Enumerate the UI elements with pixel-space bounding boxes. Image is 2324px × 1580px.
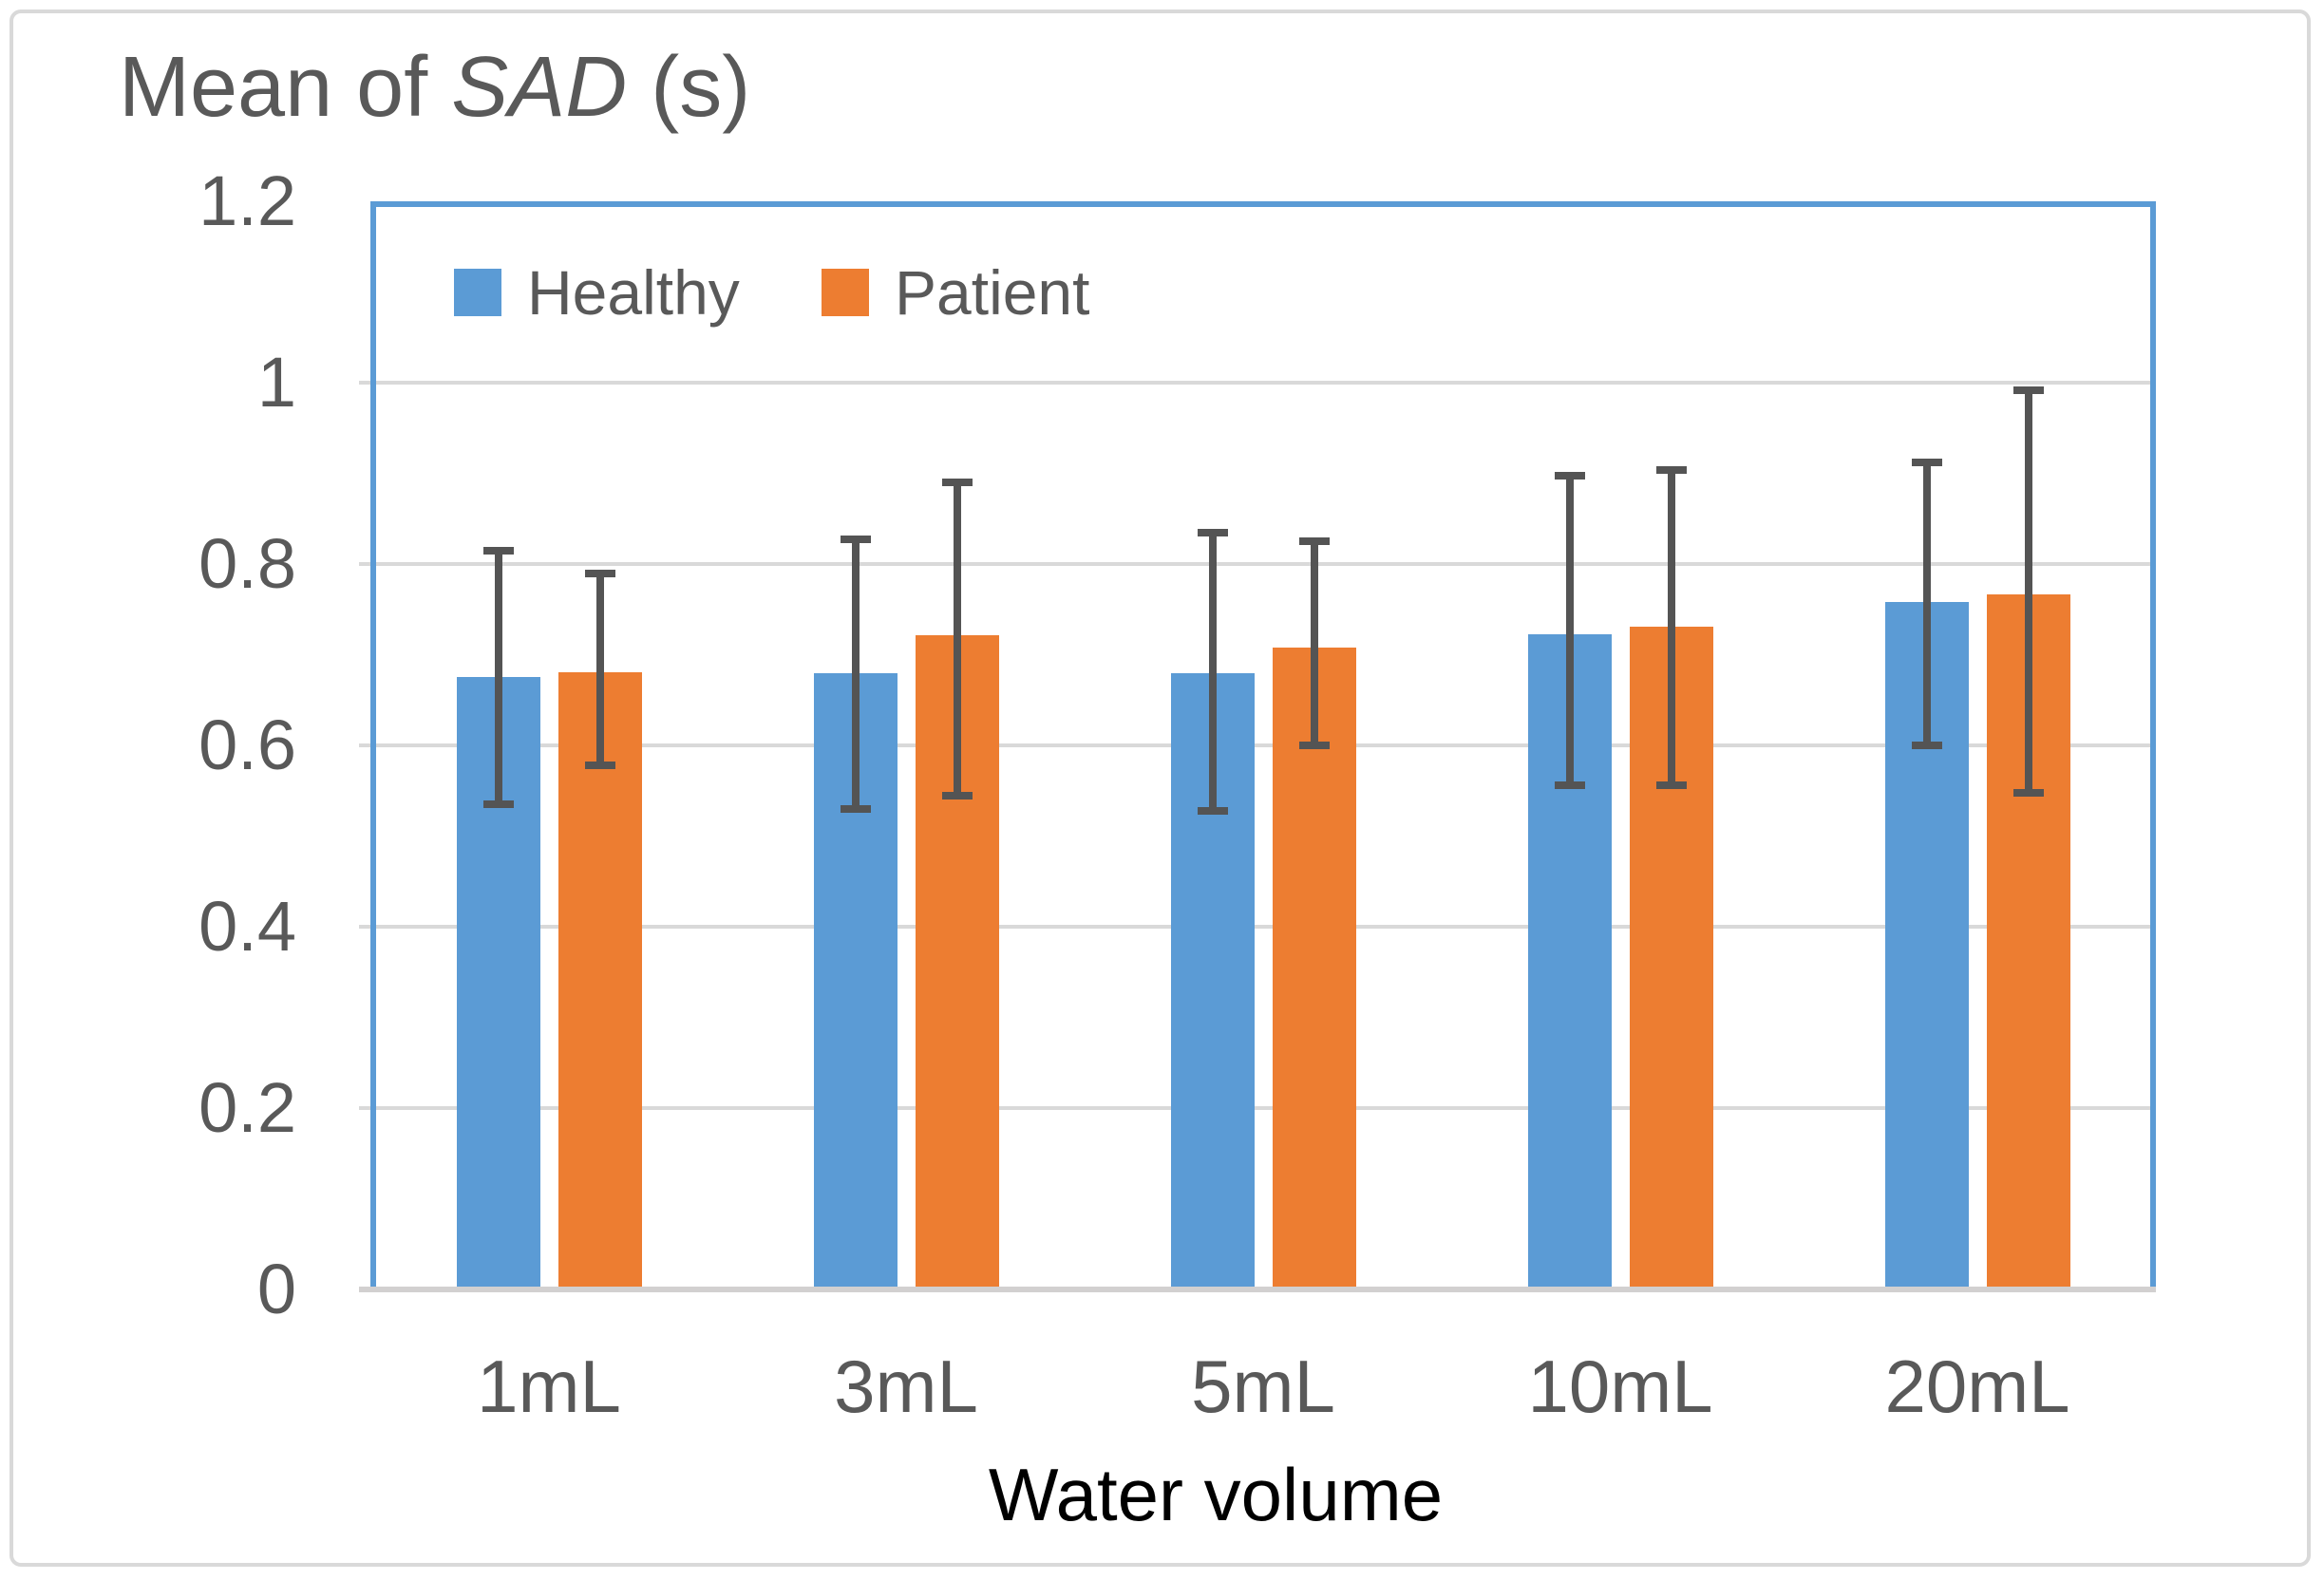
error-cap-bottom-healthy-20mL <box>1911 742 1942 749</box>
plot-area <box>359 201 2156 1292</box>
y-tick-1: 1 <box>256 343 296 422</box>
chart-title: Mean of SAD (s) <box>119 40 750 135</box>
legend-swatch-patient <box>822 269 869 316</box>
error-cap-bottom-patient-10mL <box>1655 781 1687 790</box>
legend-swatch-healthy <box>454 269 501 316</box>
gridline-1 <box>359 381 2156 385</box>
error-cap-bottom-patient-20mL <box>2012 788 2044 797</box>
legend-label-patient: Patient <box>895 257 1090 328</box>
chart-title-italic: SAD <box>451 40 628 135</box>
error-bar-patient-5mL <box>1310 541 1318 745</box>
gridline-0.2 <box>359 1106 2156 1110</box>
error-cap-top-patient-5mL <box>1298 537 1330 546</box>
error-bar-healthy-1mL <box>494 550 502 805</box>
y-tick-0.2: 0.2 <box>198 1068 296 1147</box>
x-tick-3mL: 3mL <box>834 1345 978 1428</box>
error-bar-healthy-20mL <box>1922 462 1931 745</box>
error-cap-top-healthy-10mL <box>1554 472 1585 480</box>
x-tick-10mL: 10mL <box>1527 1345 1713 1428</box>
error-bar-patient-20mL <box>2024 389 2032 793</box>
plot-border-right <box>2150 201 2156 1289</box>
x-axis-line <box>359 1287 2156 1292</box>
y-tick-0: 0 <box>256 1250 296 1328</box>
error-cap-bottom-healthy-10mL <box>1554 781 1585 790</box>
error-cap-bottom-patient-5mL <box>1298 742 1330 749</box>
y-tick-0.8: 0.8 <box>198 524 296 603</box>
error-cap-bottom-healthy-5mL <box>1197 806 1228 815</box>
error-bar-healthy-5mL <box>1208 532 1217 811</box>
error-cap-bottom-patient-1mL <box>584 762 615 769</box>
error-bar-patient-1mL <box>595 573 604 765</box>
bar-patient-5mL <box>1272 647 1356 1289</box>
x-tick-20mL: 20mL <box>1884 1345 2070 1428</box>
chart-title-suffix: (s) <box>627 40 751 135</box>
error-bar-healthy-10mL <box>1565 476 1574 785</box>
error-cap-top-patient-1mL <box>584 569 615 577</box>
x-axis-title: Water volume <box>988 1453 1444 1536</box>
error-cap-bottom-healthy-3mL <box>840 804 871 813</box>
error-cap-top-healthy-3mL <box>840 536 871 544</box>
gridline-0.8 <box>359 562 2156 566</box>
y-tick-1.2: 1.2 <box>198 161 296 240</box>
error-cap-top-healthy-5mL <box>1197 528 1228 536</box>
error-cap-bottom-patient-3mL <box>941 791 973 799</box>
error-cap-top-patient-3mL <box>941 479 973 487</box>
gridline-0.4 <box>359 925 2156 929</box>
plot-border-left <box>370 201 376 1289</box>
plot-border-top <box>370 201 2156 207</box>
y-tick-0.6: 0.6 <box>198 705 296 784</box>
x-tick-5mL: 5mL <box>1191 1345 1335 1428</box>
error-cap-top-healthy-1mL <box>482 546 514 555</box>
error-bar-patient-3mL <box>953 482 961 796</box>
error-bar-healthy-3mL <box>851 539 860 809</box>
chart-title-prefix: Mean of <box>119 40 452 135</box>
error-bar-patient-10mL <box>1667 469 1675 785</box>
y-tick-0.4: 0.4 <box>198 887 296 966</box>
x-tick-1mL: 1mL <box>477 1345 621 1428</box>
error-cap-top-patient-10mL <box>1655 465 1687 474</box>
legend-item-patient: Patient <box>822 257 1090 328</box>
bar-patient-1mL <box>557 671 642 1289</box>
error-cap-top-healthy-20mL <box>1911 459 1942 467</box>
error-cap-bottom-healthy-1mL <box>482 800 514 809</box>
error-cap-top-patient-20mL <box>2012 386 2044 394</box>
gridline-0.6 <box>359 743 2156 747</box>
legend-item-healthy: Healthy <box>454 257 740 328</box>
legend-label-healthy: Healthy <box>527 257 740 328</box>
